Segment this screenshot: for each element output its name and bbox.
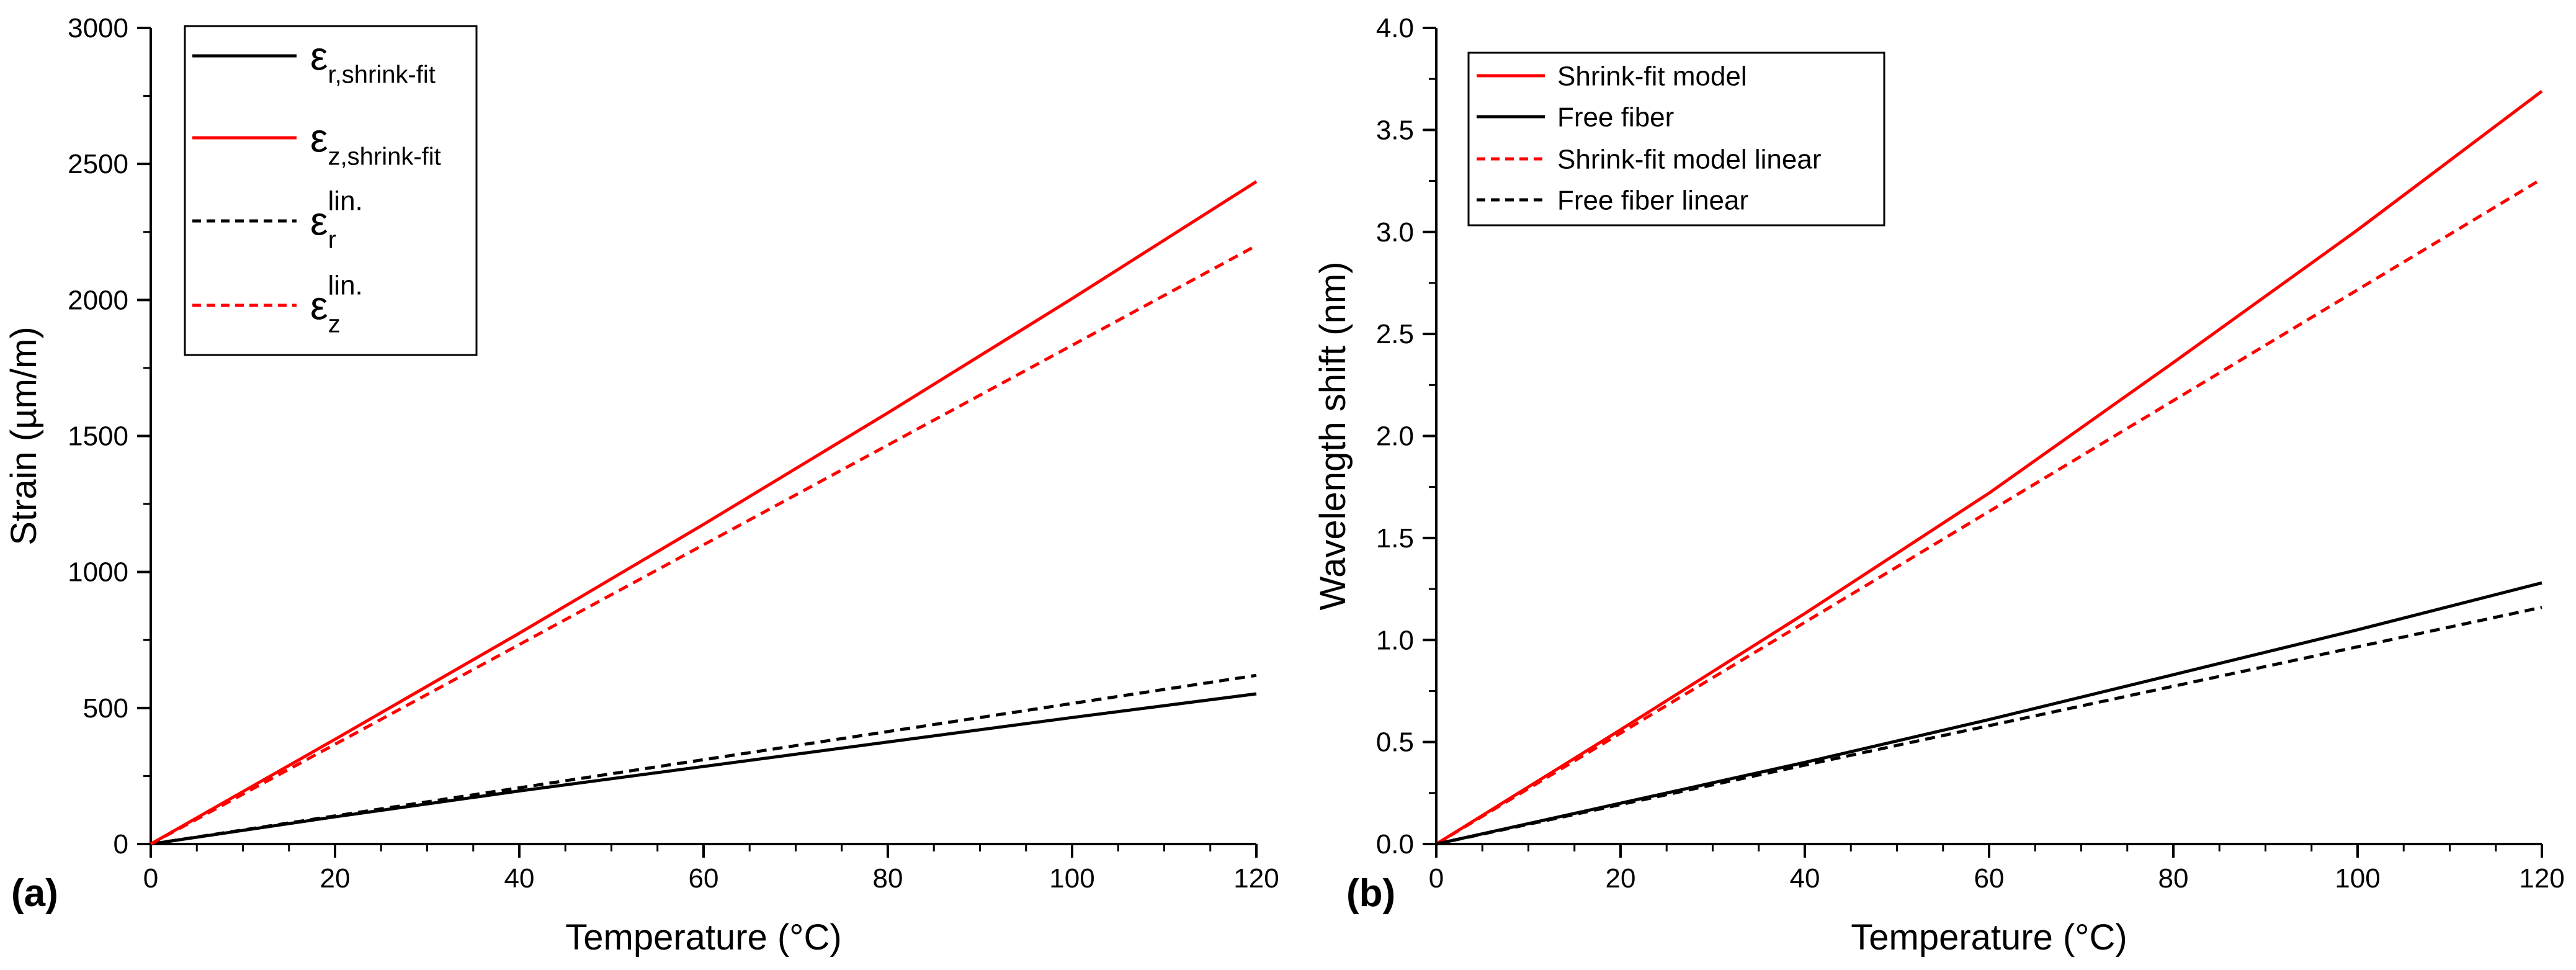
x-tick-label: 0: [143, 863, 158, 894]
x-tick-label: 100: [1049, 863, 1094, 894]
x-axis-label: Temperature (°C): [1851, 917, 2127, 958]
series-line-4: [1436, 606, 2542, 846]
series-line-2: [150, 180, 1258, 846]
y-axis-label: Strain (µm/m): [4, 326, 44, 545]
x-tick-label: 40: [1790, 863, 1820, 894]
series-line-1: [150, 692, 1257, 846]
y-tick-label: 3000: [68, 13, 128, 43]
x-tick-label: 120: [2519, 863, 2564, 894]
legend-entry-base: ε: [310, 199, 328, 243]
legend-entry-base: ε: [310, 283, 328, 328]
legend-entry-base: Free fiber: [1557, 102, 1674, 132]
legend-entry-sub: z: [328, 311, 341, 338]
panel-label: (b): [1346, 872, 1395, 915]
x-tick-label: 20: [320, 863, 351, 894]
y-tick-label: 1.0: [1376, 625, 1414, 655]
legend-entry-2: εz,shrink-fit: [310, 115, 441, 170]
legend-entry-1: εr,shrink-fit: [310, 34, 436, 88]
x-tick-label: 100: [2335, 863, 2380, 894]
x-tick-label: 60: [1974, 863, 2005, 894]
x-tick-label: 80: [873, 863, 903, 894]
legend-entry-base: ε: [310, 115, 328, 160]
x-tick-label: 120: [1233, 863, 1279, 894]
legend-entry-3: εlin. r: [310, 186, 363, 254]
chart-panel-2: 0 20 40 60 80 100 120 0.0 0.5 1.0 1.5 2.0 2.5 3.0 3.5 4…: [1313, 13, 2565, 958]
series-line-3: [1435, 177, 2543, 846]
y-axis-label: Wavelength shift (nm): [1313, 262, 1353, 611]
y-tick-label: 1500: [68, 421, 128, 452]
legend-entry-sup: lin.: [328, 186, 363, 217]
y-tick-label: 2000: [68, 285, 128, 315]
y-tick-label: 4.0: [1376, 13, 1414, 43]
legend-entry-4: εlin. z: [310, 271, 363, 338]
legend-box: [1467, 52, 1885, 227]
legend-box: [184, 25, 478, 356]
legend-entry-base: Shrink-fit model linear: [1557, 144, 1822, 174]
legend-entry-base: Free fiber linear: [1557, 185, 1748, 215]
legend: Shrink-fit model Free fiber Shrink-fit mod…: [1467, 52, 1885, 227]
x-tick-label: 20: [1606, 863, 1636, 894]
chart-panel-1: 0 20 40 60 80 100 120 0 500 1000 1500 2000 2500 3000 T…: [4, 13, 1279, 958]
legend-entry-4: Free fiber linear: [1557, 185, 1748, 215]
legend-entry-sub: r,shrink-fit: [328, 61, 436, 89]
legend-entry-sup: lin.: [328, 271, 363, 301]
legend-entry-base: Shrink-fit model: [1557, 61, 1747, 91]
series-line-3: [150, 673, 1257, 846]
x-axis-label: Temperature (°C): [565, 917, 841, 958]
panel-label: (a): [11, 872, 58, 915]
y-tick-label: 1.5: [1376, 523, 1414, 554]
legend-entry-sub: r: [328, 227, 336, 254]
legend-entry-1: Shrink-fit model: [1557, 61, 1747, 91]
legend-entry-sub: z,shrink-fit: [328, 143, 441, 171]
x-tick-label: 40: [504, 863, 535, 894]
series-line-1: [1435, 89, 2543, 846]
legend-entry-2: Free fiber: [1557, 102, 1674, 132]
y-tick-label: 2500: [68, 149, 128, 179]
legend-entry-base: ε: [310, 34, 328, 78]
y-tick-label: 0.0: [1376, 829, 1414, 860]
y-tick-label: 3.0: [1376, 217, 1414, 248]
legend-entry-3: Shrink-fit model linear: [1557, 144, 1822, 174]
y-tick-label: 3.5: [1376, 115, 1414, 145]
series-line-2: [1436, 581, 2542, 846]
y-tick-label: 1000: [68, 557, 128, 588]
x-tick-label: 0: [1429, 863, 1444, 894]
y-tick-label: 0.5: [1376, 727, 1414, 758]
y-tick-label: 2.5: [1376, 319, 1414, 349]
x-tick-label: 80: [2158, 863, 2189, 894]
y-tick-label: 2.0: [1376, 421, 1414, 452]
y-tick-label: 0: [114, 829, 128, 860]
x-tick-label: 60: [689, 863, 719, 894]
y-tick-label: 500: [83, 693, 128, 724]
